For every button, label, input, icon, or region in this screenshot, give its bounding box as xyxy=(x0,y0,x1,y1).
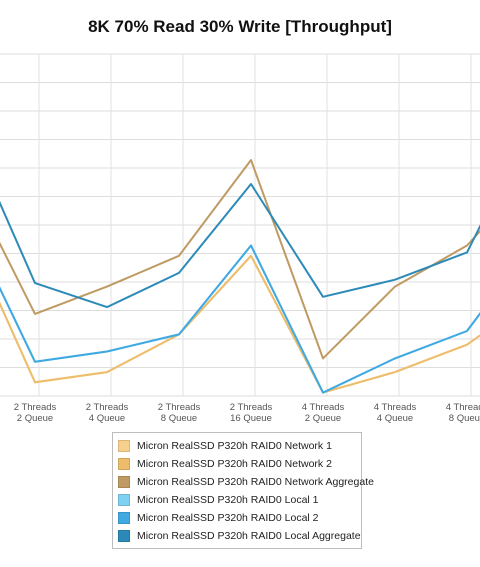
legend-label: Micron RealSSD P320h RAID0 Local 2 xyxy=(137,512,319,524)
legend-swatch xyxy=(118,476,130,488)
series-lines xyxy=(0,159,480,394)
x-tick-label: 2 Threads 4 Queue xyxy=(86,402,129,424)
legend-swatch xyxy=(118,512,130,524)
legend-item-3[interactable]: Micron RealSSD P320h RAID0 Network Aggre… xyxy=(113,473,374,491)
series-line-3 xyxy=(0,159,480,360)
legend-label: Micron RealSSD P320h RAID0 Network 1 xyxy=(137,440,332,452)
legend-item-6[interactable]: Micron RealSSD P320h RAID0 Local Aggrega… xyxy=(113,527,361,545)
grid xyxy=(0,53,480,397)
legend: Micron RealSSD P320h RAID0 Network 1 Micr… xyxy=(112,432,374,549)
series-line-2 xyxy=(0,254,480,394)
legend-swatch xyxy=(118,440,130,452)
x-tick-label: 4 Threads 2 Queue xyxy=(302,402,345,424)
legend-item-1[interactable]: Micron RealSSD P320h RAID0 Network 1 xyxy=(113,437,361,455)
legend-item-4[interactable]: Micron RealSSD P320h RAID0 Local 1 xyxy=(113,491,361,509)
series-line-6 xyxy=(0,183,480,309)
legend-label: Micron RealSSD P320h RAID0 Network Aggre… xyxy=(137,476,374,488)
legend-label: Micron RealSSD P320h RAID0 Local Aggrega… xyxy=(137,530,361,542)
chart-title: 8K 70% Read 30% Write [Throughput] xyxy=(88,17,392,36)
x-tick-label: 4 Threads 4 Queue xyxy=(374,402,417,424)
legend-swatch xyxy=(118,530,130,542)
legend-swatch xyxy=(118,458,130,470)
legend-swatch xyxy=(118,494,130,506)
legend-label: Micron RealSSD P320h RAID0 Network 2 xyxy=(137,458,332,470)
series-line-4 xyxy=(0,244,480,394)
series-line-5 xyxy=(0,244,480,394)
x-tick-label: 2 Threads 8 Queue xyxy=(158,402,201,424)
legend-label: Micron RealSSD P320h RAID0 Local 1 xyxy=(137,494,319,506)
legend-item-2[interactable]: Micron RealSSD P320h RAID0 Network 2 xyxy=(113,455,361,473)
x-tick-label: 2 Threads 16 Queue xyxy=(230,402,273,424)
x-tick-label: 2 Threads 2 Queue xyxy=(14,402,57,424)
legend-item-5[interactable]: Micron RealSSD P320h RAID0 Local 2 xyxy=(113,509,361,527)
